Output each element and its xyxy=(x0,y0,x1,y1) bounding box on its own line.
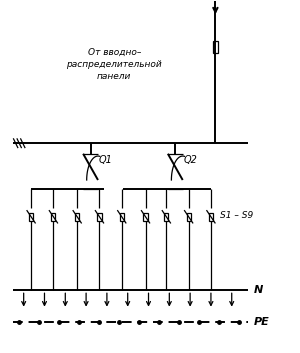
Text: Q2: Q2 xyxy=(184,155,197,166)
Text: N: N xyxy=(254,285,263,295)
Bar xyxy=(164,213,168,221)
Bar xyxy=(143,213,148,221)
Text: От вводно–
распределительной
панели: От вводно– распределительной панели xyxy=(67,48,162,81)
Bar xyxy=(120,213,124,221)
Text: Q1: Q1 xyxy=(99,155,113,166)
Bar xyxy=(51,213,56,221)
Bar xyxy=(209,213,213,221)
Bar xyxy=(213,41,218,53)
Bar xyxy=(187,213,191,221)
Text: PE: PE xyxy=(254,317,270,327)
Text: S1 – S9: S1 – S9 xyxy=(220,210,253,220)
Bar xyxy=(98,213,102,221)
Bar xyxy=(29,213,33,221)
Bar xyxy=(75,213,79,221)
